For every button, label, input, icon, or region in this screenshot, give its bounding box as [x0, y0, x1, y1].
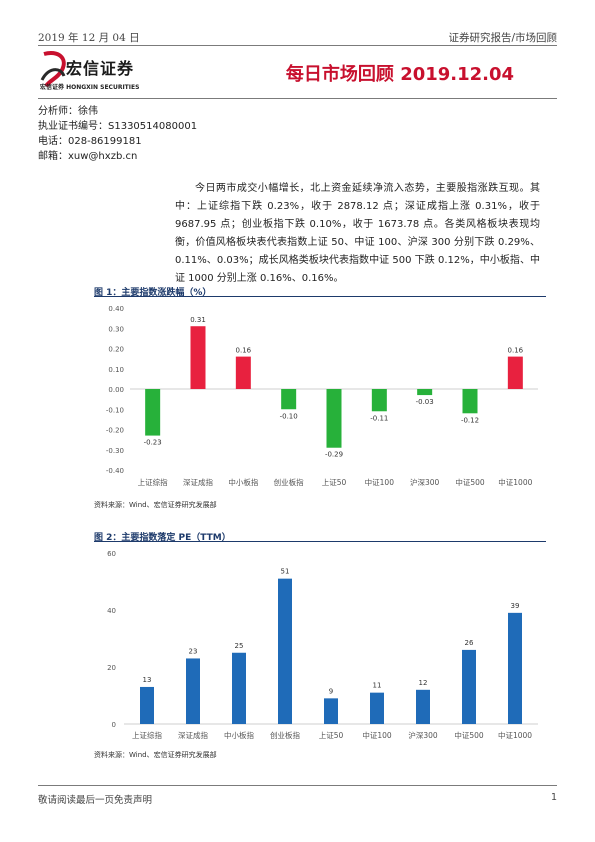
logo-name: 宏信证券 — [66, 59, 135, 78]
data-label: 39 — [511, 602, 520, 610]
y-tick-label: 0.40 — [108, 305, 124, 313]
bar — [416, 689, 430, 724]
data-label: 0.16 — [236, 347, 252, 355]
x-tick-label: 中证100 — [362, 730, 392, 740]
y-tick-label: 60 — [107, 550, 116, 558]
analyst-phone: 电话：028-86199181 — [38, 136, 142, 147]
figure-2-source: 资料来源：Wind、宏信证券研究发展部 — [94, 751, 217, 759]
data-label: 0.16 — [508, 347, 524, 355]
chart-index-pe: 60 40 20 0 13 上证综指 23 深证成指 25 中小板指 51 创业板指 9 上证50 11 中证… — [107, 550, 538, 740]
data-label: 23 — [189, 647, 198, 655]
title-divider — [38, 98, 557, 99]
y-tick-label: 0.10 — [108, 366, 124, 374]
data-label: 9 — [329, 687, 333, 695]
bar — [232, 652, 246, 724]
data-label: 12 — [419, 679, 428, 687]
bar — [281, 389, 297, 410]
y-tick-label: 0.00 — [108, 386, 124, 394]
bar — [371, 389, 387, 412]
bar — [140, 686, 154, 724]
data-label: -0.11 — [370, 414, 388, 422]
bar — [417, 389, 433, 396]
report-date: 2019 年 12 月 04 日 — [38, 32, 140, 44]
logo-swoosh-dark — [40, 68, 66, 81]
analyst-license: 执业证书编号：S1330514080001 — [38, 121, 198, 132]
data-label: 51 — [281, 568, 290, 576]
bar — [186, 658, 200, 724]
data-label: 26 — [465, 639, 474, 647]
logo-swoosh-red — [43, 51, 66, 88]
x-tick-label: 中证1000 — [498, 477, 532, 487]
y-tick-label: -0.10 — [106, 406, 124, 414]
figure-2-rule — [94, 541, 546, 542]
y-tick-label: 0 — [112, 721, 116, 729]
data-label: -0.03 — [416, 398, 434, 406]
x-tick-label: 中证500 — [455, 477, 485, 487]
header-divider — [38, 45, 557, 46]
figure-1-title: 图 1：主要指数涨跌幅（%） — [94, 288, 212, 298]
data-label: 0.31 — [190, 316, 206, 324]
x-tick-label: 上证综指 — [138, 477, 168, 487]
x-tick-label: 创业板指 — [270, 730, 300, 740]
x-tick-label: 中小板指 — [224, 730, 254, 740]
x-tick-label: 深证成指 — [178, 730, 208, 740]
bar — [462, 389, 478, 414]
data-label: -0.23 — [144, 439, 162, 447]
bar — [326, 389, 342, 448]
data-label: 11 — [373, 682, 382, 690]
bar — [278, 578, 292, 724]
figure-1-rule — [94, 296, 546, 297]
figure-1-source: 资料来源：Wind、宏信证券研究发展部 — [94, 501, 217, 509]
y-tick-label: -0.20 — [106, 427, 124, 435]
y-tick-label: 0.20 — [108, 346, 124, 354]
x-tick-label: 上证综指 — [132, 730, 162, 740]
y-tick-label: 40 — [107, 607, 116, 615]
x-tick-label: 创业板指 — [274, 477, 304, 487]
x-tick-label: 上证50 — [322, 478, 347, 487]
bar — [507, 356, 523, 389]
x-tick-label: 中证100 — [365, 477, 395, 487]
bar — [235, 356, 251, 389]
data-label: -0.29 — [325, 451, 343, 459]
bar — [508, 612, 522, 724]
logo-subtitle: 宏信证券 HONGXIN SECURITIES — [40, 84, 140, 91]
x-tick-label: 深证成指 — [183, 477, 213, 487]
bar — [370, 692, 384, 724]
bar — [324, 698, 338, 724]
x-tick-label: 中证500 — [454, 730, 484, 740]
analyst-email: 邮箱：xuw@hxzb.cn — [38, 151, 138, 162]
bar — [145, 389, 161, 436]
y-tick-label: -0.30 — [106, 447, 124, 455]
chart-index-change: 0.40 0.30 0.20 0.10 0.00 -0.10 -0.20 -0.30 -0.40… — [106, 305, 538, 487]
market-summary: 今日两市成交小幅增长，北上资金延续净流入态势，主要股指涨跌互现。其中：上证综指下… — [175, 183, 540, 284]
x-tick-label: 中小板指 — [228, 477, 258, 487]
hongxin-logo — [40, 51, 66, 88]
bar — [462, 649, 476, 724]
footer-divider — [38, 785, 557, 786]
bar — [190, 326, 206, 389]
data-label: 13 — [143, 676, 152, 684]
data-label: -0.10 — [280, 412, 298, 420]
page-title: 每日市场回顾 2019.12.04 — [285, 64, 515, 85]
x-tick-label: 中证1000 — [498, 730, 532, 740]
figure-2-title: 图 2：主要指数落定 PE（TTM） — [94, 533, 231, 543]
data-label: -0.12 — [461, 416, 479, 424]
x-tick-label: 沪深300 — [408, 730, 438, 740]
x-tick-label: 上证50 — [319, 731, 344, 740]
analyst-name: 分析师：徐伟 — [38, 106, 98, 117]
x-tick-label: 沪深300 — [410, 477, 440, 487]
y-tick-label: 20 — [107, 664, 116, 672]
y-tick-label: 0.30 — [108, 325, 124, 333]
report-category: 证券研究报告/市场回顾 — [448, 32, 557, 44]
y-tick-label: -0.40 — [106, 467, 124, 475]
footer-disclaimer: 敬请阅读最后一页免责声明 — [38, 795, 153, 806]
page-number: 1 — [550, 792, 557, 803]
data-label: 25 — [235, 642, 244, 650]
